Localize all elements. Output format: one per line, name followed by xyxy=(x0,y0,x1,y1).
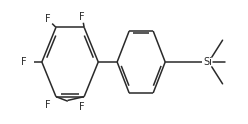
Text: Si: Si xyxy=(203,57,212,67)
Text: F: F xyxy=(80,12,85,22)
Text: F: F xyxy=(45,100,50,110)
Text: F: F xyxy=(45,14,50,24)
Text: F: F xyxy=(21,57,26,67)
Text: F: F xyxy=(80,102,85,112)
